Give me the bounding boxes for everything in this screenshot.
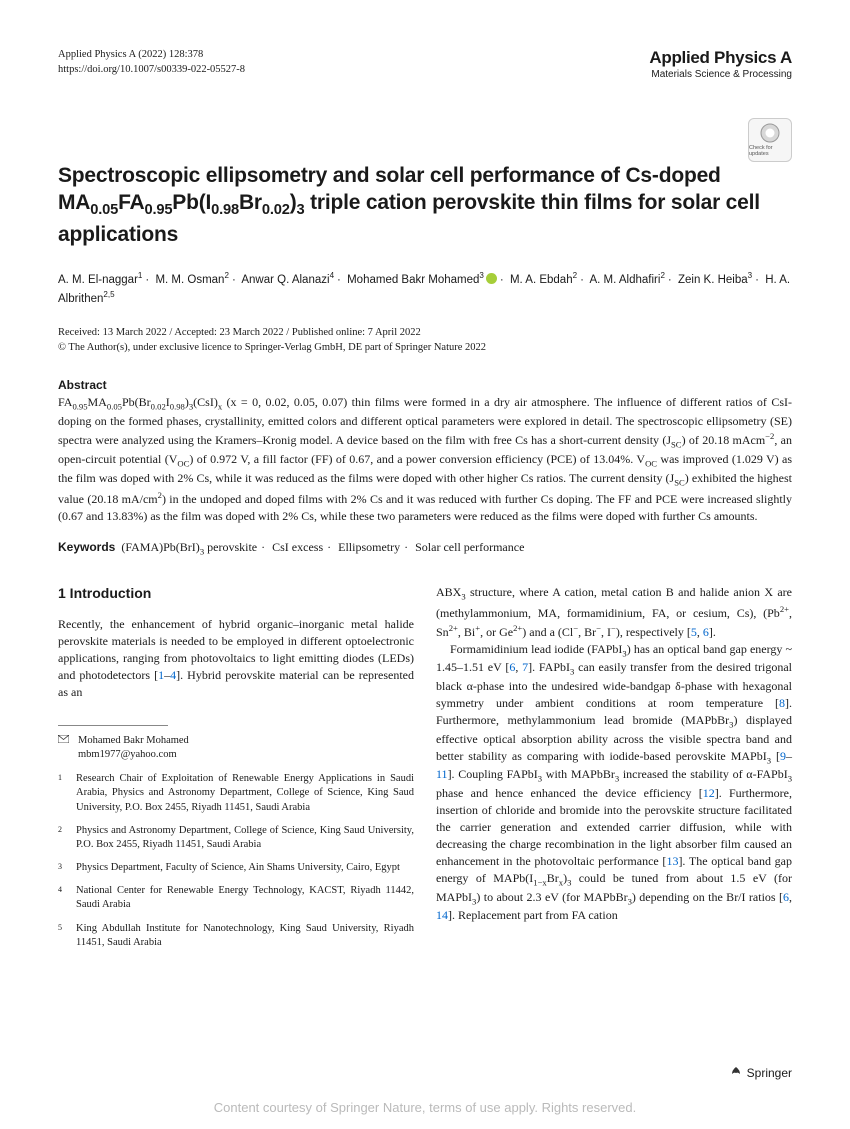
journal-subtitle: Materials Science & Processing xyxy=(649,69,792,80)
dates-line: Received: 13 March 2022 / Accepted: 23 M… xyxy=(58,326,792,341)
author: Zein K. Heiba3 xyxy=(678,274,752,286)
author: A. M. Aldhafiri2 xyxy=(589,274,664,286)
affiliation: 5King Abdullah Institute for Nanotechnol… xyxy=(58,922,414,950)
author: M. A. Ebdah2 xyxy=(510,274,577,286)
affiliation: 1Research Chair of Exploitation of Renew… xyxy=(58,772,414,815)
check-updates-label: Check for updates xyxy=(749,145,791,157)
affiliation: 2Physics and Astronomy Department, Colle… xyxy=(58,824,414,852)
header-right: Applied Physics A Materials Science & Pr… xyxy=(649,48,792,80)
column-right: ABX3 structure, where A cation, metal ca… xyxy=(436,584,792,959)
watermark: Content courtesy of Springer Nature, ter… xyxy=(0,1100,850,1115)
author-list: A. M. El-naggar1· M. M. Osman2· Anwar Q.… xyxy=(58,270,792,308)
doi-link[interactable]: https://doi.org/10.1007/s00339-022-05527… xyxy=(58,63,245,78)
springer-icon xyxy=(729,1066,743,1080)
journal-reference: Applied Physics A (2022) 128:378 xyxy=(58,48,245,63)
affiliation: 3Physics Department, Faculty of Science,… xyxy=(58,861,414,875)
affiliation-list: 1Research Chair of Exploitation of Renew… xyxy=(58,772,414,950)
ref-link[interactable]: 13 xyxy=(666,854,678,868)
abstract-heading: Abstract xyxy=(58,378,792,392)
corr-email[interactable]: mbm1977@yahoo.com xyxy=(78,748,414,762)
article-title: Spectroscopic ellipsometry and solar cel… xyxy=(58,162,792,248)
corr-name: Mohamed Bakr Mohamed xyxy=(78,734,414,748)
header-left: Applied Physics A (2022) 128:378 https:/… xyxy=(58,48,245,77)
ref-link[interactable]: 11 xyxy=(436,767,448,781)
corresponding-author: Mohamed Bakr Mohamed mbm1977@yahoo.com xyxy=(58,734,414,762)
check-updates-badge[interactable]: Check for updates xyxy=(748,118,792,162)
body-columns: 1 Introduction Recently, the enhancement… xyxy=(58,584,792,959)
publication-dates: Received: 13 March 2022 / Accepted: 23 M… xyxy=(58,326,792,355)
abstract-body: FA0.95MA0.05Pb(Br0.02I0.98)3(CsI)x (x = … xyxy=(58,394,792,526)
envelope-icon xyxy=(58,734,70,762)
check-updates-icon xyxy=(760,123,780,143)
footnote-rule xyxy=(58,725,168,726)
keywords: Keywords (FAMA)Pb(BrI)3 perovskite· CsI … xyxy=(58,540,792,556)
affiliation: 4National Center for Renewable Energy Te… xyxy=(58,884,414,912)
intro-para-1: Recently, the enhancement of hybrid orga… xyxy=(58,616,414,701)
publisher-name: Springer xyxy=(747,1066,792,1080)
orcid-icon[interactable] xyxy=(486,273,497,284)
keywords-label: Keywords xyxy=(58,540,115,554)
section-heading-intro: 1 Introduction xyxy=(58,584,414,604)
author: Mohamed Bakr Mohamed3 xyxy=(347,274,497,286)
author: A. M. El-naggar1 xyxy=(58,274,142,286)
intro-para-1-cont: ABX3 structure, where A cation, metal ca… xyxy=(436,584,792,641)
copyright-line: © The Author(s), under exclusive licence… xyxy=(58,341,792,356)
page-header: Applied Physics A (2022) 128:378 https:/… xyxy=(58,48,792,80)
ref-link[interactable]: 12 xyxy=(703,786,715,800)
author: Anwar Q. Alanazi4 xyxy=(241,274,334,286)
intro-para-2: Formamidinium lead iodide (FAPbI3) has a… xyxy=(436,641,792,925)
ref-link[interactable]: 14 xyxy=(436,908,448,922)
publisher-footer: Springer xyxy=(729,1066,792,1083)
journal-brand: Applied Physics A xyxy=(649,48,792,68)
column-left: 1 Introduction Recently, the enhancement… xyxy=(58,584,414,959)
author: M. M. Osman2 xyxy=(155,274,229,286)
